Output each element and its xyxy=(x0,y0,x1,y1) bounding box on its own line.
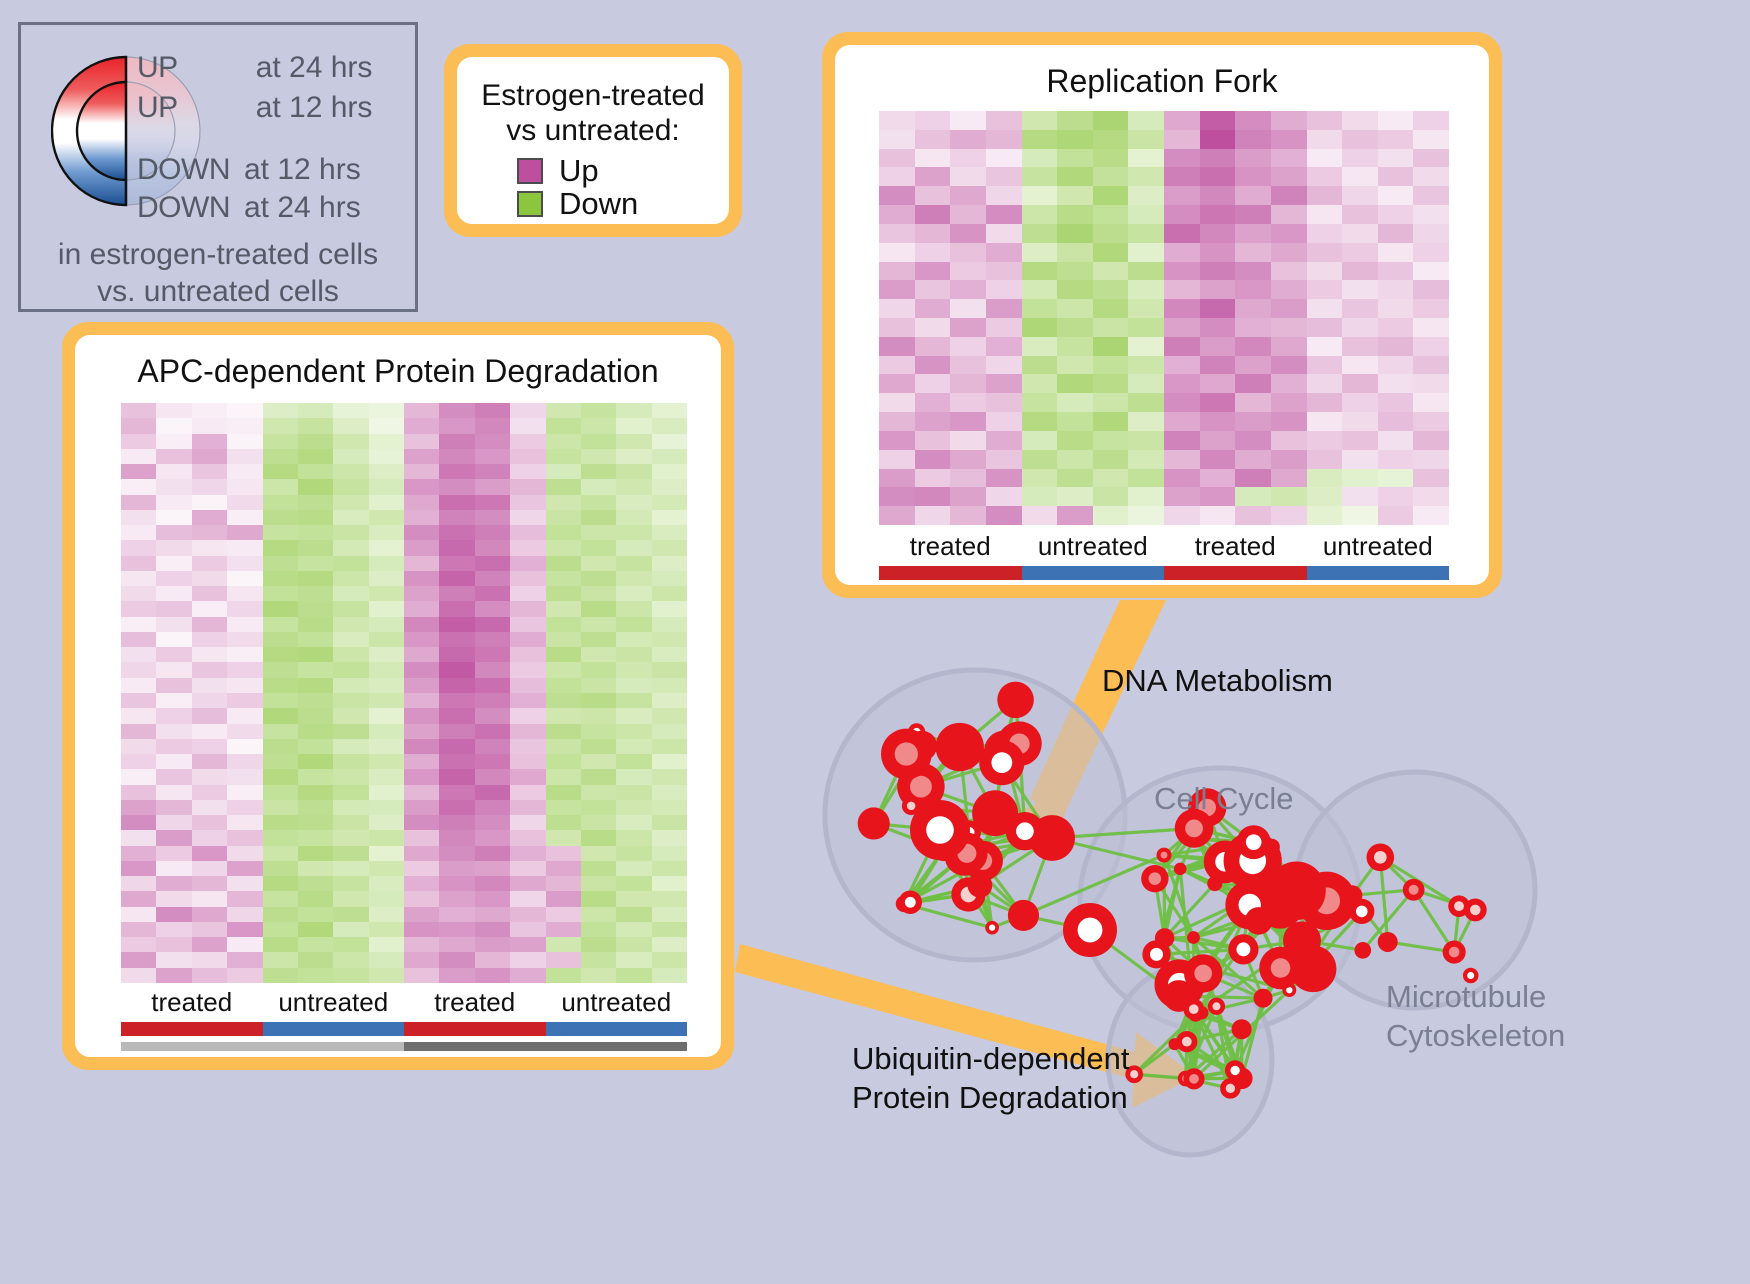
network-node[interactable] xyxy=(1267,862,1325,920)
cluster-label-microtubule-line2: Cytoskeleton xyxy=(1386,1017,1565,1056)
network-node[interactable] xyxy=(1403,879,1425,901)
network-node[interactable] xyxy=(1283,921,1321,959)
network-node[interactable] xyxy=(910,800,970,860)
network-node[interactable] xyxy=(1006,812,1044,850)
network-node[interactable] xyxy=(985,921,999,935)
network-node[interactable] xyxy=(979,740,1024,785)
network-node[interactable] xyxy=(1349,899,1374,924)
network-node[interactable] xyxy=(899,891,922,914)
network-node[interactable] xyxy=(1174,863,1187,876)
cluster-label-microtubule-line1: Microtubule xyxy=(1386,978,1565,1017)
network-node[interactable] xyxy=(1237,825,1271,859)
network-node[interactable] xyxy=(1378,932,1398,952)
network-node[interactable] xyxy=(1366,844,1394,872)
network-node[interactable] xyxy=(1141,865,1168,892)
network-node[interactable] xyxy=(997,682,1034,719)
network-node[interactable] xyxy=(1183,1068,1204,1089)
network-node[interactable] xyxy=(1063,903,1117,957)
network-node[interactable] xyxy=(1208,998,1225,1015)
pathway-network: DNA Metabolism Cell Cycle Microtubule Cy… xyxy=(790,600,1750,1279)
network-node[interactable] xyxy=(881,729,932,780)
network-node[interactable] xyxy=(1354,942,1371,959)
network-node[interactable] xyxy=(1448,895,1470,917)
cluster-label-ubiquitin: Ubiquitin-dependent Protein Degradation xyxy=(852,1040,1130,1118)
network-node[interactable] xyxy=(1169,1038,1181,1050)
network-node[interactable] xyxy=(1228,934,1258,964)
network-node[interactable] xyxy=(1232,1019,1252,1039)
network-node[interactable] xyxy=(936,723,984,771)
network-node[interactable] xyxy=(1254,989,1273,1008)
network-node[interactable] xyxy=(1187,931,1200,944)
cluster-label-microtubule: Microtubule Cytoskeleton xyxy=(1386,978,1565,1056)
network-node[interactable] xyxy=(1443,941,1466,964)
network-node[interactable] xyxy=(1157,848,1172,863)
network-node[interactable] xyxy=(1183,999,1204,1020)
network-node[interactable] xyxy=(1245,907,1273,935)
network-node[interactable] xyxy=(858,807,890,839)
cluster-label-ubiquitin-line1: Ubiquitin-dependent xyxy=(852,1040,1130,1079)
network-node[interactable] xyxy=(1008,900,1039,931)
network-node[interactable] xyxy=(968,873,993,898)
network-node[interactable] xyxy=(1225,1060,1245,1080)
pathway-network-svg xyxy=(790,600,1750,1279)
network-node[interactable] xyxy=(1142,940,1170,968)
cluster-label-cell-cycle: Cell Cycle xyxy=(1154,780,1294,817)
cluster-label-ubiquitin-line2: Protein Degradation xyxy=(852,1079,1130,1118)
cluster-label-dna-metabolism: DNA Metabolism xyxy=(1102,662,1333,699)
